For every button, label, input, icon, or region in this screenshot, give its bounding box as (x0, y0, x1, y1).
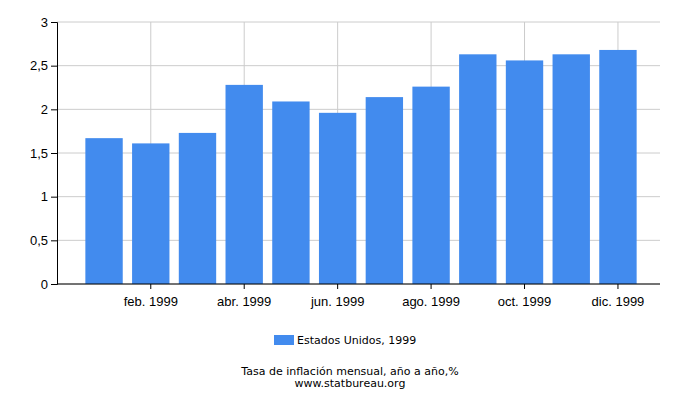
tick-mark (477, 284, 478, 289)
tick-mark (51, 109, 57, 110)
bar (85, 138, 122, 284)
tick-label: 3 (41, 15, 48, 30)
bar (132, 143, 169, 284)
tick-mark (197, 284, 198, 289)
tick-mark (51, 284, 57, 285)
bar (226, 85, 263, 284)
tick (104, 284, 105, 289)
legend-label: Estados Unidos, 1999 (297, 334, 416, 347)
legend: Estados Unidos, 1999 (274, 334, 416, 347)
chart: 0 0,5 1 1,5 2 2,5 3 feb. 1999 abr. 1999 jun. 1999… (0, 0, 700, 400)
axis-line (57, 284, 660, 285)
legend-item: Estados Unidos, 1999 (274, 334, 416, 347)
tick-mark (51, 66, 57, 67)
y-axis: 0 0,5 1 1,5 2 2,5 3 (30, 15, 58, 292)
tick-mark (337, 284, 338, 289)
tick-label: abr. 1999 (217, 294, 271, 309)
tick-label: 2 (41, 102, 48, 117)
plot: 0 0,5 1 1,5 2 2,5 3 feb. 1999 abr. 1999 jun. 1999… (30, 15, 660, 310)
bar (412, 87, 449, 284)
bar (553, 54, 590, 284)
tick: 1 (41, 189, 57, 204)
tick-label: dic. 1999 (592, 294, 645, 309)
bar (599, 50, 636, 284)
tick-mark (384, 284, 385, 289)
tick: 2 (41, 102, 57, 117)
bar (179, 133, 216, 284)
tick-label: 0,5 (30, 233, 48, 248)
tick: 2,5 (30, 58, 57, 73)
tick (384, 284, 385, 289)
tick (197, 284, 198, 289)
tick-mark (51, 240, 57, 241)
x-axis: feb. 1999 abr. 1999 jun. 1999 ago. 1999 oct.… (57, 284, 660, 309)
tick-label: jun. 1999 (310, 294, 365, 309)
tick-label: ago. 1999 (402, 294, 460, 309)
tick: 1,5 (30, 146, 57, 161)
tick: 0,5 (30, 233, 57, 248)
tick: jun. 1999 (310, 284, 365, 309)
tick: abr. 1999 (217, 284, 271, 309)
bar (459, 54, 496, 284)
tick: dic. 1999 (592, 284, 645, 309)
grid (57, 22, 660, 284)
tick: 3 (41, 15, 57, 30)
tick-label: oct. 1999 (498, 294, 552, 309)
tick-mark (150, 284, 151, 289)
tick: 0 (41, 277, 57, 292)
bar (506, 60, 543, 284)
tick (290, 284, 291, 289)
tick-mark (51, 153, 57, 154)
bars (85, 50, 636, 284)
grid-line (57, 22, 660, 23)
tick-mark (104, 284, 105, 289)
tick-mark (51, 22, 57, 23)
tick-mark (51, 197, 57, 198)
tick-mark (290, 284, 291, 289)
tick-mark (617, 284, 618, 289)
bar (272, 101, 309, 284)
tick: feb. 1999 (124, 284, 178, 309)
axis-line (51, 23, 58, 285)
tick-mark (244, 284, 245, 289)
bar (319, 113, 356, 284)
tick-mark (524, 284, 525, 289)
tick-label: 2,5 (30, 58, 48, 73)
tick-mark (571, 284, 572, 289)
tick-label: 0 (41, 277, 48, 292)
subtitle: www.statbureau.org (295, 377, 406, 390)
tick-label: 1 (41, 189, 48, 204)
legend-swatch (274, 335, 294, 345)
tick-mark (431, 284, 432, 289)
bar (366, 97, 403, 284)
tick-label: feb. 1999 (124, 294, 178, 309)
tick: oct. 1999 (498, 284, 552, 309)
tick (571, 284, 572, 289)
tick-label: 1,5 (30, 146, 48, 161)
grid-line (57, 284, 660, 285)
tick (477, 284, 478, 289)
tick: ago. 1999 (402, 284, 460, 309)
